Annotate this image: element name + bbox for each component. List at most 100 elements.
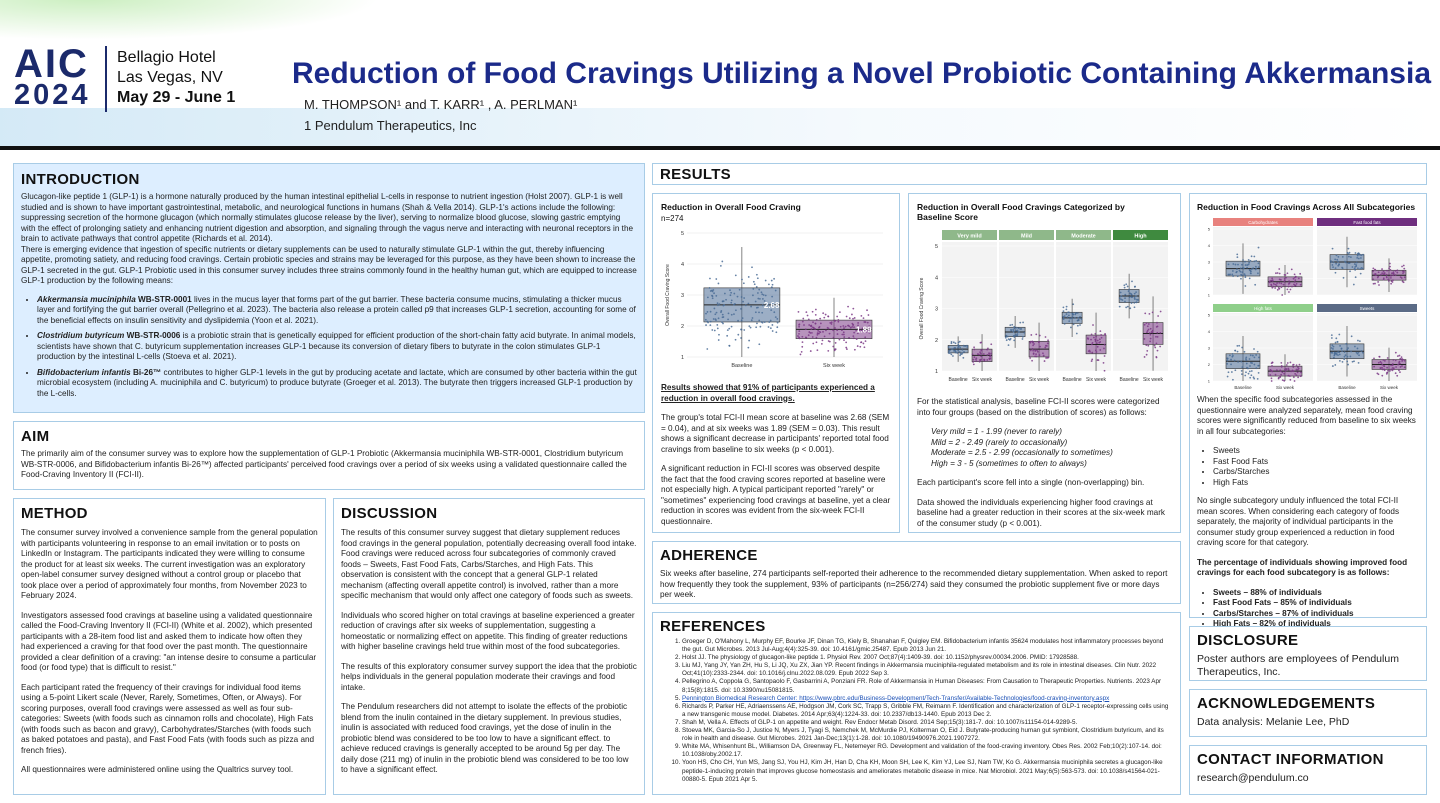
- data-point: [714, 330, 716, 332]
- data-point: [1398, 369, 1400, 371]
- data-point: [1258, 357, 1260, 359]
- data-point: [1300, 375, 1302, 377]
- data-point: [1032, 342, 1034, 344]
- data-point: [1137, 299, 1139, 301]
- data-point: [1135, 291, 1137, 293]
- data-point: [1372, 270, 1374, 272]
- data-point: [1005, 337, 1007, 339]
- data-point: [1032, 350, 1034, 352]
- data-point: [1337, 265, 1339, 267]
- facet-label: Fast food fats: [1353, 220, 1381, 225]
- strain-id: WB-STR-0006: [124, 331, 180, 340]
- data-point: [867, 322, 869, 324]
- data-point: [973, 349, 975, 351]
- data-point: [1154, 347, 1156, 349]
- data-point: [853, 332, 855, 334]
- data-point: [1294, 279, 1296, 281]
- data-point: [712, 291, 714, 293]
- discussion-heading: DISCUSSION: [341, 505, 637, 522]
- data-point: [1245, 264, 1247, 266]
- data-point: [1401, 277, 1403, 279]
- data-point: [1134, 298, 1136, 300]
- data-point: [1332, 365, 1334, 367]
- data-point: [1293, 364, 1295, 366]
- data-point: [990, 353, 992, 355]
- data-point: [718, 317, 720, 319]
- data-point: [720, 310, 722, 312]
- data-point: [816, 337, 818, 339]
- data-point: [1146, 322, 1148, 324]
- data-point: [772, 284, 774, 286]
- data-point: [1248, 262, 1250, 264]
- data-point: [1297, 371, 1299, 373]
- data-point: [716, 324, 718, 326]
- data-point: [1404, 360, 1406, 362]
- data-point: [1099, 338, 1101, 340]
- contact-email[interactable]: research@pendulum.co: [1197, 772, 1419, 784]
- facet-label: Sweets: [1360, 306, 1376, 311]
- data-point: [1346, 356, 1348, 358]
- data-point: [812, 311, 814, 313]
- data-point: [1006, 339, 1008, 341]
- data-point: [1013, 326, 1015, 328]
- y-tick-label: 4: [1208, 329, 1211, 334]
- data-point: [1249, 370, 1251, 372]
- data-point: [1257, 272, 1259, 274]
- data-point: [1232, 353, 1234, 355]
- data-point: [1241, 275, 1243, 277]
- data-point: [1299, 364, 1301, 366]
- data-point: [1074, 314, 1076, 316]
- data-point: [1008, 338, 1010, 340]
- x-tick-label: Six week: [823, 363, 845, 369]
- data-point: [1401, 356, 1403, 358]
- data-point: [710, 311, 712, 313]
- data-point: [852, 318, 854, 320]
- data-point: [986, 354, 988, 356]
- data-point: [770, 320, 772, 322]
- data-point: [802, 341, 804, 343]
- reference-link[interactable]: Pennington Biomedical Research Center: h…: [682, 695, 1109, 702]
- data-point: [1288, 286, 1290, 288]
- data-point: [832, 346, 834, 348]
- data-point: [750, 327, 752, 329]
- data-point: [1134, 306, 1136, 308]
- data-point: [1255, 354, 1257, 356]
- data-point: [733, 313, 735, 315]
- results-paragraph: The group's total FCI-II mean score at b…: [661, 413, 891, 455]
- data-point: [1156, 322, 1158, 324]
- data-point: [765, 280, 767, 282]
- data-point: [1360, 273, 1362, 275]
- data-point: [1131, 302, 1133, 304]
- data-point: [762, 322, 764, 324]
- data-point: [1395, 359, 1397, 361]
- data-point: [761, 291, 763, 293]
- method-paragraph: The consumer survey involved a convenien…: [21, 528, 318, 602]
- data-point: [1045, 336, 1047, 338]
- data-point: [1355, 276, 1357, 278]
- data-point: [768, 284, 770, 286]
- data-point: [1294, 281, 1296, 283]
- data-point: [1131, 280, 1133, 282]
- data-point: [1120, 292, 1122, 294]
- data-point: [1103, 348, 1105, 350]
- data-point: [1270, 280, 1272, 282]
- data-point: [959, 351, 961, 353]
- reference-link-item[interactable]: Pennington Biomedical Research Center: h…: [682, 695, 1173, 703]
- y-tick-label: 5: [1208, 313, 1211, 318]
- data-point: [1248, 373, 1250, 375]
- data-point: [1091, 343, 1093, 345]
- data-point: [1237, 351, 1239, 353]
- data-point: [1253, 364, 1255, 366]
- data-point: [808, 318, 810, 320]
- data-point: [1288, 283, 1290, 285]
- data-point: [1390, 275, 1392, 277]
- y-tick-label: 4: [935, 275, 938, 281]
- data-point: [705, 313, 707, 315]
- data-point: [763, 294, 765, 296]
- data-point: [1244, 276, 1246, 278]
- data-point: [742, 301, 744, 303]
- x-tick-label: Baseline: [949, 377, 968, 383]
- data-point: [1235, 264, 1237, 266]
- data-point: [718, 334, 720, 336]
